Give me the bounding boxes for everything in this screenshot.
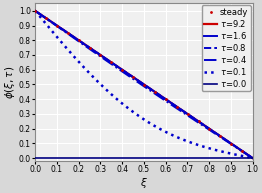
Y-axis label: $\phi(\xi, \tau)$: $\phi(\xi, \tau)$ [3, 66, 18, 99]
$\tau$=0.4 [212, 131, 215, 134]
$\tau$=9.2 [151, 89, 154, 92]
$\tau$=0.8 [151, 89, 154, 92]
steady [45, 17, 48, 19]
Line: $\tau$=0.8: $\tau$=0.8 [35, 11, 253, 158]
$\tau$=1.6 [163, 97, 166, 100]
$\tau$=0.1 [212, 148, 215, 151]
steady [110, 61, 113, 64]
$\tau$=0.8 [251, 157, 254, 159]
steady [230, 142, 233, 145]
$\tau$=0.0 [163, 157, 166, 159]
$\tau$=1.6 [137, 80, 140, 82]
steady [175, 106, 178, 108]
$\tau$=0.1 [137, 114, 140, 117]
steady [197, 120, 200, 123]
steady [208, 128, 211, 130]
$\tau$=0.1 [251, 157, 254, 159]
$\tau$=0.1 [246, 156, 249, 158]
$\tau$=9.2 [138, 80, 141, 83]
X-axis label: $\xi$: $\xi$ [140, 175, 148, 190]
$\tau$=1.6 [212, 130, 215, 133]
steady [34, 10, 37, 12]
steady [219, 135, 222, 137]
Line: $\tau$=1.6: $\tau$=1.6 [35, 11, 253, 158]
$\tau$=1.6 [251, 157, 254, 159]
$\tau$=0.8 [246, 153, 249, 156]
$\tau$=0.4 [163, 99, 166, 101]
$\tau$=9.2 [137, 80, 140, 82]
$\tau$=0.8 [137, 80, 140, 82]
$\tau$=0.0 [212, 157, 215, 159]
$\tau$=9.2 [34, 10, 37, 12]
steady [121, 69, 124, 71]
steady [143, 83, 146, 86]
steady [77, 39, 80, 41]
$\tau$=0.4 [138, 82, 141, 85]
Line: steady: steady [34, 9, 243, 152]
steady [99, 54, 102, 56]
$\tau$=1.6 [138, 80, 141, 83]
$\tau$=1.6 [151, 89, 154, 92]
$\tau$=0.4 [137, 81, 140, 84]
$\tau$=9.2 [246, 153, 249, 156]
$\tau$=0.0 [246, 157, 249, 159]
steady [88, 47, 91, 49]
steady [164, 98, 167, 101]
$\tau$=0.0 [138, 157, 141, 159]
Line: $\tau$=0.4: $\tau$=0.4 [35, 11, 253, 158]
$\tau$=0.1 [34, 10, 37, 12]
$\tau$=1.6 [246, 153, 249, 156]
$\tau$=0.1 [163, 130, 166, 132]
steady [241, 150, 244, 152]
$\tau$=0.8 [34, 10, 37, 12]
$\tau$=0.4 [251, 157, 254, 159]
$\tau$=0.0 [137, 157, 140, 159]
steady [132, 76, 135, 78]
$\tau$=0.4 [246, 153, 249, 156]
steady [66, 32, 69, 34]
$\tau$=1.6 [34, 10, 37, 12]
$\tau$=0.8 [138, 80, 141, 83]
Legend: steady, $\tau$=9.2, $\tau$=1.6, $\tau$=0.8, $\tau$=0.4, $\tau$=0.1, $\tau$=0.0: steady, $\tau$=9.2, $\tau$=1.6, $\tau$=0… [202, 5, 251, 91]
Line: $\tau$=9.2: $\tau$=9.2 [35, 11, 253, 158]
$\tau$=0.1 [138, 115, 141, 118]
steady [55, 25, 58, 27]
$\tau$=0.4 [151, 91, 154, 93]
steady [153, 91, 156, 93]
Line: $\tau$=0.1: $\tau$=0.1 [35, 11, 253, 158]
$\tau$=0.4 [34, 10, 37, 12]
$\tau$=0.0 [34, 157, 37, 159]
$\tau$=9.2 [212, 130, 215, 133]
steady [186, 113, 189, 115]
$\tau$=0.8 [212, 130, 215, 133]
$\tau$=0.0 [151, 157, 154, 159]
$\tau$=9.2 [251, 157, 254, 159]
$\tau$=9.2 [163, 97, 166, 100]
$\tau$=0.1 [151, 124, 154, 126]
$\tau$=0.8 [163, 97, 166, 100]
$\tau$=0.0 [251, 157, 254, 159]
